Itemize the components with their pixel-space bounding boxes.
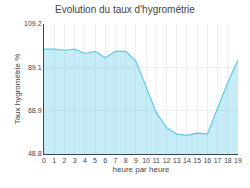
svg-text:3: 3 — [73, 157, 77, 164]
svg-text:89.1: 89.1 — [28, 64, 42, 71]
svg-text:7: 7 — [114, 157, 118, 164]
svg-text:109.2: 109.2 — [24, 20, 42, 27]
svg-text:10: 10 — [142, 157, 150, 164]
svg-text:18: 18 — [224, 157, 232, 164]
svg-text:Evolution du taux d'hygrométri: Evolution du taux d'hygrométrie — [55, 4, 195, 15]
svg-text:48.8: 48.8 — [28, 150, 42, 157]
svg-text:68.9: 68.9 — [28, 107, 42, 114]
svg-text:17: 17 — [214, 157, 222, 164]
svg-text:heure par heure: heure par heure — [113, 165, 170, 174]
svg-text:2: 2 — [62, 157, 66, 164]
svg-text:9: 9 — [134, 157, 138, 164]
svg-text:8: 8 — [124, 157, 128, 164]
svg-text:12: 12 — [163, 157, 171, 164]
svg-text:6: 6 — [103, 157, 107, 164]
svg-text:Taux hygrométrie %: Taux hygrométrie % — [13, 54, 22, 125]
svg-text:0: 0 — [42, 157, 46, 164]
svg-text:11: 11 — [153, 157, 160, 164]
svg-text:4: 4 — [83, 157, 87, 164]
svg-text:16: 16 — [203, 157, 211, 164]
svg-text:1: 1 — [52, 157, 56, 164]
svg-text:5: 5 — [93, 157, 97, 164]
svg-text:19: 19 — [234, 157, 242, 164]
svg-text:13: 13 — [173, 157, 181, 164]
svg-text:15: 15 — [193, 157, 201, 164]
svg-text:14: 14 — [183, 157, 191, 164]
